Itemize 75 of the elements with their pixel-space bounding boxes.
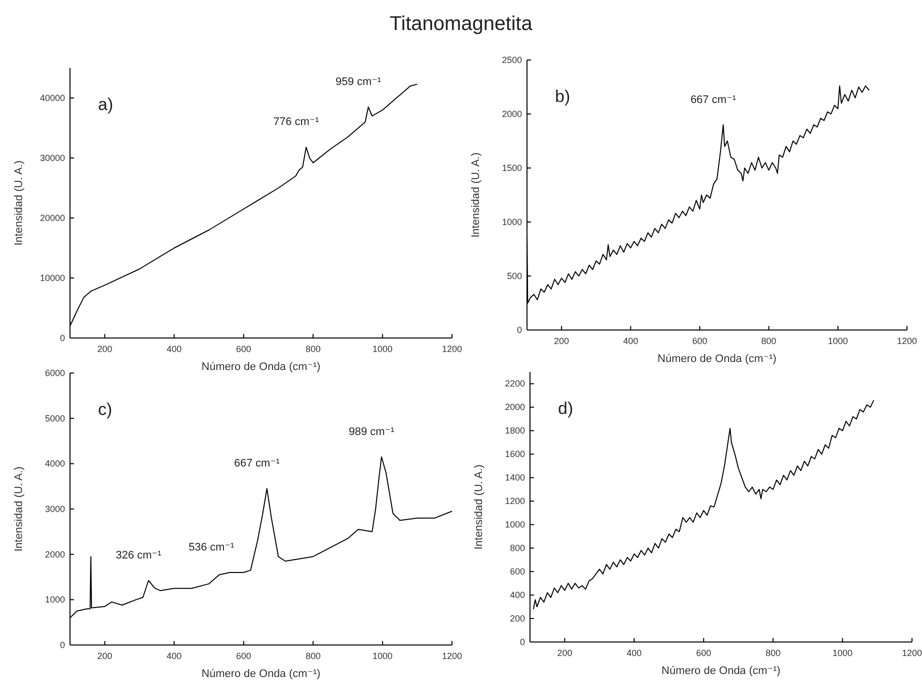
- y-tick-label: 0: [60, 640, 65, 650]
- x-tick-label: 1200: [442, 651, 462, 661]
- x-tick-label: 800: [766, 648, 781, 658]
- annotation: d): [558, 399, 574, 418]
- y-tick-label: 2500: [502, 55, 522, 65]
- y-tick-label: 10000: [40, 273, 65, 283]
- chart-title: Titanomagnetita: [390, 13, 534, 35]
- annotation: 776 cm⁻¹: [273, 116, 320, 128]
- y-tick-label: 2000: [44, 549, 65, 560]
- line-series: [532, 400, 874, 610]
- y-tick-label: 3000: [44, 504, 65, 514]
- y-axis-title: Intensidad (U. A.): [470, 152, 482, 238]
- annotation: 536 cm⁻¹: [188, 541, 235, 554]
- annotation: 959 cm⁻¹: [336, 76, 382, 88]
- y-tick-label: 1000: [44, 594, 65, 605]
- x-tick-label: 1000: [832, 648, 853, 658]
- y-tick-label: 2000: [502, 109, 522, 119]
- y-tick-label: 2200: [504, 378, 525, 389]
- annotation: 989 cm⁻¹: [348, 426, 395, 438]
- y-axis-title: Intensidad (U. A.): [13, 466, 25, 552]
- x-tick-label: 400: [166, 344, 182, 354]
- y-tick-label: 1000: [502, 217, 522, 227]
- x-tick-label: 400: [623, 336, 638, 346]
- x-tick-label: 200: [554, 336, 570, 346]
- x-tick-label: 600: [236, 651, 252, 661]
- x-tick-label: 1200: [902, 648, 922, 658]
- y-tick-label: 0: [516, 325, 522, 335]
- y-axis-title: Intensidad (U. A.): [13, 160, 25, 246]
- x-tick-label: 800: [761, 336, 776, 346]
- y-axis-title: Intensidad (U. A.): [473, 464, 485, 550]
- y-tick-label: 500: [506, 271, 522, 281]
- y-tick-label: 800: [510, 543, 525, 554]
- y-tick-label: 600: [510, 566, 525, 577]
- annotation: 667 cm⁻¹: [234, 458, 280, 470]
- y-tick-label: 1600: [504, 449, 525, 460]
- y-tick-label: 1800: [504, 426, 525, 436]
- x-tick-label: 800: [306, 344, 321, 354]
- x-tick-label: 1000: [372, 344, 393, 354]
- x-tick-label: 800: [306, 651, 321, 661]
- x-tick-label: 600: [236, 344, 252, 354]
- y-tick-label: 400: [510, 590, 525, 600]
- annotation: a): [98, 95, 114, 114]
- x-tick-label: 600: [692, 336, 708, 346]
- x-tick-label: 1200: [442, 344, 462, 354]
- x-tick-label: 1000: [372, 651, 393, 661]
- y-tick-label: 30000: [40, 153, 65, 163]
- y-tick-label: 1400: [504, 472, 525, 483]
- y-tick-label: 1500: [502, 163, 522, 173]
- y-tick-label: 0: [60, 333, 65, 343]
- y-tick-label: 1000: [504, 520, 525, 530]
- x-axis-title: Número de Onda (cm⁻¹): [658, 353, 776, 365]
- x-axis-title: Número de Onda (cm⁻¹): [202, 361, 320, 373]
- x-tick-label: 200: [557, 648, 572, 658]
- x-axis-title: Número de Onda (cm⁻¹): [662, 665, 780, 677]
- x-tick-label: 400: [626, 648, 642, 658]
- y-tick-label: 200: [510, 614, 525, 624]
- x-tick-label: 400: [166, 651, 182, 661]
- annotation: b): [555, 87, 570, 106]
- y-tick-label: 40000: [40, 93, 65, 103]
- y-tick-label: 6000: [44, 368, 65, 378]
- x-tick-label: 1000: [828, 336, 848, 346]
- y-tick-label: 2000: [504, 402, 525, 412]
- y-tick-label: 20000: [40, 213, 65, 223]
- y-tick-label: 5000: [44, 413, 65, 424]
- y-tick-label: 0: [520, 637, 525, 647]
- x-tick-label: 600: [696, 648, 712, 658]
- y-tick-label: 1200: [504, 496, 525, 506]
- y-tick-label: 4000: [44, 458, 65, 469]
- x-axis-title: Número de Onda (cm⁻¹): [202, 668, 320, 680]
- annotation: 326 cm⁻¹: [116, 550, 162, 562]
- annotation: c): [98, 400, 112, 419]
- x-tick-label: 1200: [896, 336, 918, 346]
- x-tick-label: 200: [97, 344, 112, 354]
- annotation: 667 cm⁻¹: [690, 94, 736, 106]
- x-tick-label: 200: [97, 651, 112, 661]
